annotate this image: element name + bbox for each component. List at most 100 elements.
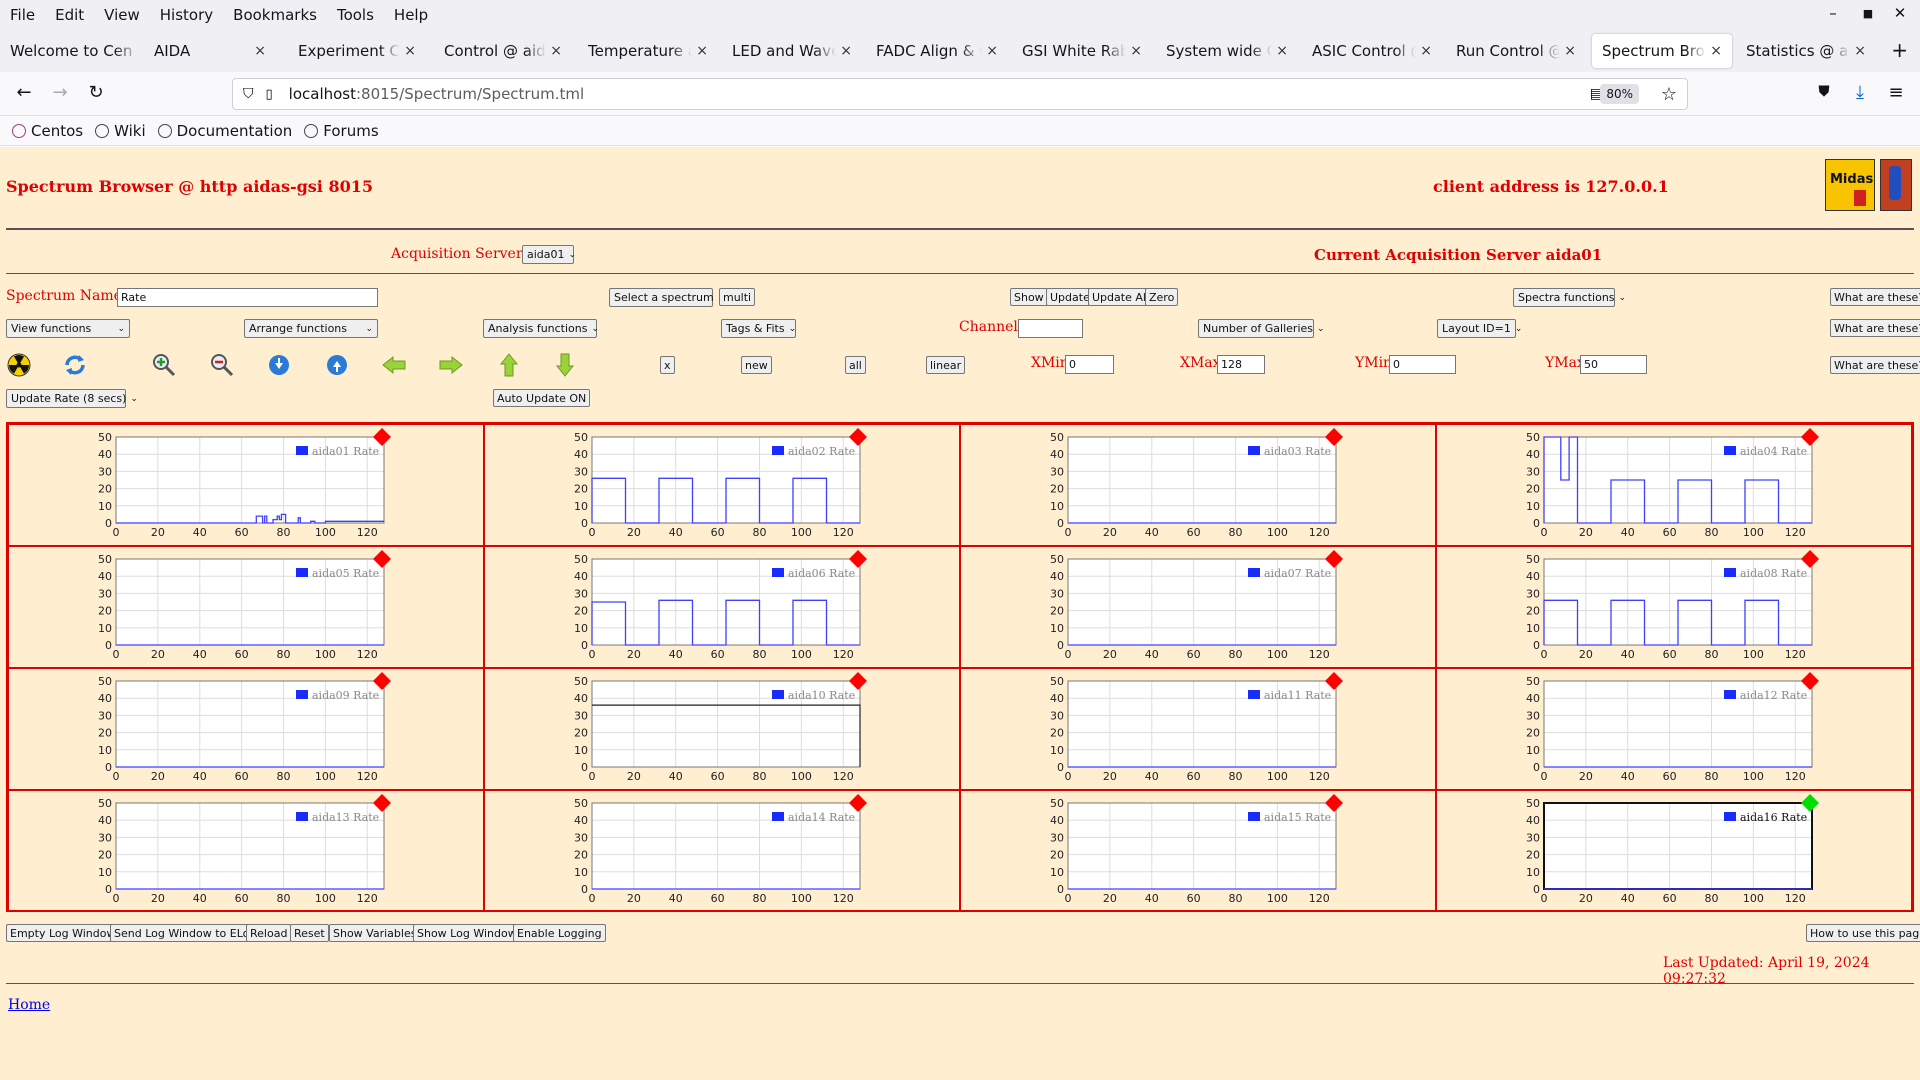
auto-update-button[interactable]: Auto Update ON [493,389,591,407]
what-are-these-button[interactable]: What are these? [1830,288,1920,306]
spectrum-panel[interactable]: 0 10 20 30 40 50 0 20 40 60 80 100 120 aida16 Rate [1436,790,1912,912]
spectrum-panel[interactable]: 0 10 20 30 40 50 0 20 40 60 80 100 120 aida13 Rate [8,790,484,912]
what-are-these-button[interactable]: What are these? [1830,356,1920,374]
spectrum-panel[interactable]: 0 10 20 30 40 50 0 20 40 60 80 100 120 aida10 Rate [484,668,960,790]
tab-active[interactable]: Spectrum Brows× [1592,34,1732,68]
x-button[interactable]: x [660,356,675,374]
spectrum-panel[interactable]: 0 10 20 30 40 50 0 20 40 60 80 100 120 aida14 Rate [484,790,960,912]
spectrum-panel[interactable]: 0 10 20 30 40 50 0 20 40 60 80 100 120 aida03 Rate [960,424,1436,546]
spectra-functions-dropdown[interactable]: Spectra functions ⌄ [1513,288,1626,307]
close-icon[interactable]: × [1130,43,1142,59]
multi-button[interactable]: multi [719,288,756,306]
tab[interactable]: Experiment Cont× [288,34,426,68]
update-button[interactable]: Update [1046,288,1094,306]
url-bar[interactable]: ⛉ ▯ localhost:8015/Spectrum/Spectrum.tml… [232,78,1688,110]
close-icon[interactable]: × [254,43,266,59]
zoom-in-icon[interactable] [151,352,177,378]
reader-view-icon[interactable]: ▤ [1589,86,1603,102]
arrange-functions-dropdown[interactable]: Arrange functions ⌄ [244,319,378,338]
spectrum-panel[interactable]: 0 10 20 30 40 50 0 20 40 60 80 100 120 aida08 Rate [1436,546,1912,668]
update-all-button[interactable]: Update All [1088,288,1153,306]
scroll-up-icon[interactable] [324,352,350,378]
close-icon[interactable]: × [1854,43,1866,59]
close-icon[interactable]: × [986,43,998,59]
layout-id-dropdown[interactable]: Layout ID=1 ⌄ [1437,319,1522,338]
tab[interactable]: Temperature and× [578,34,718,68]
shield-icon[interactable]: ⛉ [243,86,254,102]
tab[interactable]: AIDA × [144,34,276,68]
download-icon[interactable]: ⤓ [1856,82,1864,103]
what-are-these-button[interactable]: What are these? [1830,319,1920,337]
refresh-icon[interactable] [62,352,88,378]
bookmark-forums[interactable]: Forums [304,122,379,140]
new-button[interactable]: new [741,356,772,374]
tab[interactable]: Welcome to Cen [0,34,150,68]
reload-button[interactable]: Reload [246,924,292,942]
menu-help[interactable]: Help [393,6,429,24]
page-info-icon[interactable]: ▯ [265,86,273,102]
spectrum-panel[interactable]: 0 10 20 30 40 50 0 20 40 60 80 100 120 aida02 Rate [484,424,960,546]
close-icon[interactable]: × [1276,43,1288,59]
show-button[interactable]: Show [1010,288,1048,306]
view-functions-dropdown[interactable]: View functions ⌄ [6,319,130,338]
menu-file[interactable]: File [10,6,36,24]
tab[interactable]: System wide Che× [1156,34,1298,68]
minimize-icon[interactable]: – [1829,4,1837,22]
enable-logging-button[interactable]: Enable Logging [513,924,606,942]
bookmark-wiki[interactable]: Wiki [95,122,146,140]
spectrum-panel[interactable]: 0 10 20 30 40 50 0 20 40 60 80 100 120 aida04 Rate [1436,424,1912,546]
channel-input[interactable] [1018,319,1083,338]
tab[interactable]: Run Control @ ai× [1446,34,1586,68]
number-of-galleries-dropdown[interactable]: Number of Galleries ⌄ [1198,319,1325,338]
ymax-input[interactable]: 50 [1580,355,1647,374]
arrow-down-icon[interactable] [552,352,578,378]
forward-icon[interactable]: → [52,82,68,103]
arrow-right-icon[interactable] [438,352,464,378]
tab[interactable]: ASIC Control @ a× [1302,34,1442,68]
menu-history[interactable]: History [159,6,214,24]
arrow-left-icon[interactable] [381,352,407,378]
pocket-icon[interactable]: ⛊ [1818,82,1830,100]
radiation-icon[interactable] [6,352,32,378]
bookmark-documentation[interactable]: Documentation [157,122,292,140]
menu-bookmarks[interactable]: Bookmarks [233,6,317,24]
reset-button[interactable]: Reset [290,924,329,942]
close-icon[interactable]: × [404,43,416,59]
spectrum-panel[interactable]: 0 10 20 30 40 50 0 20 40 60 80 100 120 aida07 Rate [960,546,1436,668]
spectrum-name-input[interactable]: Rate [117,288,378,307]
spectrum-panel[interactable]: 0 10 20 30 40 50 0 20 40 60 80 100 120 aida11 Rate [960,668,1436,790]
reload-icon[interactable]: ↻ [88,82,104,103]
xmax-input[interactable]: 128 [1217,355,1265,374]
spectrum-panel[interactable]: 0 10 20 30 40 50 0 20 40 60 80 100 120 aida05 Rate [8,546,484,668]
show-log-window-button[interactable]: Show Log Window [413,924,521,942]
arrow-up-icon[interactable] [496,352,522,378]
acquisition-server-select[interactable]: aida01 ⌄ [522,245,576,264]
tab[interactable]: LED and Wavefor× [722,34,862,68]
scroll-down-icon[interactable] [266,352,292,378]
tab[interactable]: FADC Align & Co× [866,34,1008,68]
close-icon[interactable]: × [550,43,562,59]
menu-edit[interactable]: Edit [55,6,85,24]
spectrum-panel[interactable]: 0 10 20 30 40 50 0 20 40 60 80 100 120 aida15 Rate [960,790,1436,912]
ymin-input[interactable]: 0 [1389,355,1456,374]
close-icon[interactable]: × [1420,43,1432,59]
linear-button[interactable]: linear [926,356,966,374]
spectrum-panel[interactable]: 0 10 20 30 40 50 0 20 40 60 80 100 120 aida09 Rate [8,668,484,790]
home-link[interactable]: Home [8,997,51,1013]
close-icon[interactable]: × [1564,43,1576,59]
menu-view[interactable]: View [104,6,140,24]
menu-tools[interactable]: Tools [336,6,374,24]
spectrum-panel[interactable]: 0 10 20 30 40 50 0 20 40 60 80 100 120 aida01 Rate [8,424,484,546]
hamburger-menu-icon[interactable]: ≡ [1888,82,1904,103]
tags-fits-dropdown[interactable]: Tags & Fits ⌄ [721,319,796,338]
send-log-to-elog-button[interactable]: Send Log Window to ELog [110,924,261,942]
xmin-input[interactable]: 0 [1065,355,1114,374]
maximize-icon[interactable]: ■ [1862,7,1874,20]
zoom-out-icon[interactable] [209,352,235,378]
zoom-level[interactable]: 80% [1600,84,1639,104]
select-spectrum-dropdown[interactable]: Select a spectrum⌄ [609,288,725,307]
bookmark-centos[interactable]: Centos [12,122,83,140]
close-icon[interactable]: × [696,43,708,59]
tab[interactable]: Control @ aidas× [434,34,572,68]
close-icon[interactable]: × [1710,43,1722,59]
